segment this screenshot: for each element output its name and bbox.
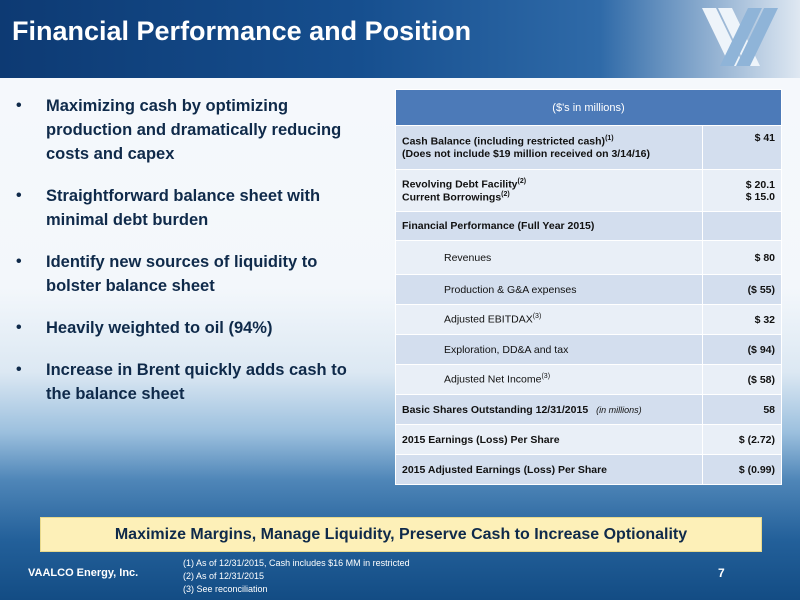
- page-number: 7: [718, 566, 725, 580]
- adj-eps-label: 2015 Adjusted Earnings (Loss) Per Share: [395, 454, 703, 485]
- slide-title: Financial Performance and Position: [12, 16, 472, 46]
- exploration-value: ($ 94): [702, 334, 782, 365]
- net-income-label: Adjusted Net Income(3): [395, 364, 703, 395]
- table-header-row: ($'s in millions): [395, 89, 782, 126]
- debt-label: Revolving Debt Facility(2) Current Borro…: [395, 169, 703, 212]
- fin-perf-value: [702, 211, 782, 241]
- exploration-label: Exploration, DD&A and tax: [395, 334, 703, 365]
- ebitdax-value: $ 32: [702, 304, 782, 335]
- table-row: Exploration, DD&A and tax ($ 94): [395, 334, 782, 365]
- bullet-item: • Increase in Brent quickly adds cash to …: [16, 361, 347, 403]
- cash-balance-value: $ 41: [702, 125, 782, 170]
- footnote: (1) As of 12/31/2015, Cash includes $16 …: [183, 558, 410, 568]
- footnotes: (1) As of 12/31/2015, Cash includes $16 …: [183, 557, 410, 596]
- shares-value: 58: [702, 394, 782, 425]
- production-label: Production & G&A expenses: [395, 274, 703, 305]
- table-row: Revolving Debt Facility(2) Current Borro…: [395, 169, 782, 212]
- table-row: Basic Shares Outstanding 12/31/2015 (in m…: [395, 394, 782, 425]
- eps-value: $ (2.72): [702, 424, 782, 455]
- title-bar: Financial Performance and Position: [0, 0, 800, 78]
- table-row: Financial Performance (Full Year 2015): [395, 211, 782, 241]
- revenues-value: $ 80: [702, 240, 782, 275]
- table-row: 2015 Adjusted Earnings (Loss) Per Share …: [395, 454, 782, 485]
- table-row: Revenues $ 80: [395, 240, 782, 275]
- adj-eps-value: $ (0.99): [702, 454, 782, 485]
- eps-label: 2015 Earnings (Loss) Per Share: [395, 424, 703, 455]
- bullet-item: • Maximizing cash by optimizing productio…: [16, 97, 342, 163]
- ebitdax-label: Adjusted EBITDAX(3): [395, 304, 703, 335]
- table-row: 2015 Earnings (Loss) Per Share $ (2.72): [395, 424, 782, 455]
- production-value: ($ 55): [702, 274, 782, 305]
- fin-perf-label: Financial Performance (Full Year 2015): [395, 211, 703, 241]
- bullet-item: • Straightforward balance sheet with mini…: [16, 187, 321, 229]
- bullet-list: • Maximizing cash by optimizing productio…: [14, 94, 366, 424]
- table-header: ($'s in millions): [395, 89, 782, 126]
- net-income-value: ($ 58): [702, 364, 782, 395]
- footnote: (2) As of 12/31/2015: [183, 571, 265, 581]
- bullet-item: • Identify new sources of liquidity to bo…: [16, 253, 318, 295]
- financial-table: ($'s in millions) Cash Balance (includin…: [395, 89, 782, 485]
- table-row: Production & G&A expenses ($ 55): [395, 274, 782, 305]
- footnote: (3) See reconciliation: [183, 584, 268, 594]
- table-row: Cash Balance (including restricted cash)…: [395, 125, 782, 170]
- company-name: VAALCO Energy, Inc.: [28, 567, 139, 579]
- vaalco-logo-icon: [702, 8, 778, 66]
- table-row: Adjusted Net Income(3) ($ 58): [395, 364, 782, 395]
- summary-banner: Maximize Margins, Manage Liquidity, Pres…: [40, 517, 762, 552]
- revenues-label: Revenues: [395, 240, 703, 275]
- debt-values: $ 20.1 $ 15.0: [702, 169, 782, 212]
- bullet-item: • Heavily weighted to oil (94%): [16, 319, 273, 337]
- table-row: Adjusted EBITDAX(3) $ 32: [395, 304, 782, 335]
- cash-balance-label: Cash Balance (including restricted cash)…: [395, 125, 703, 170]
- shares-label: Basic Shares Outstanding 12/31/2015 (in m…: [395, 394, 703, 425]
